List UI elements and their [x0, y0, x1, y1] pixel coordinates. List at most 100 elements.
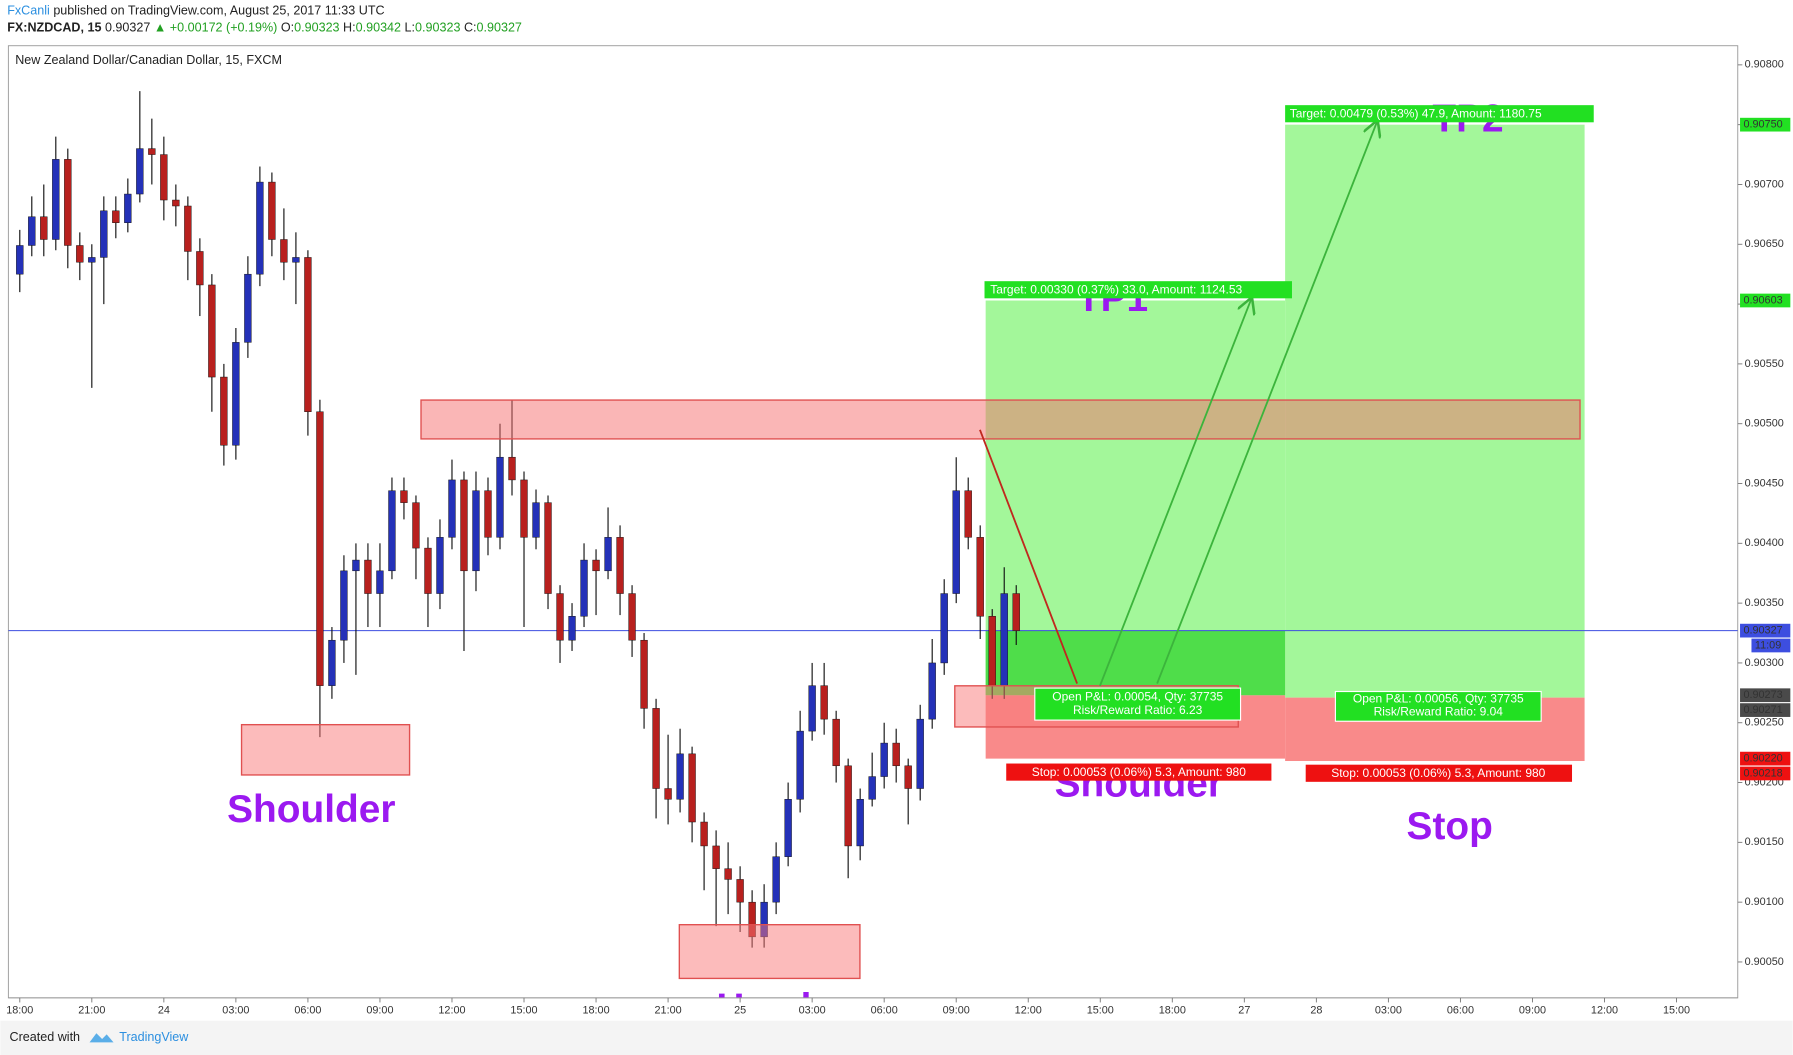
candle-body — [568, 616, 576, 641]
y-tick-label: 0.90450 — [1745, 477, 1784, 489]
candle-body — [1012, 593, 1020, 631]
candle-body — [328, 639, 336, 686]
candle-body — [688, 753, 696, 823]
tp2-arrow — [1156, 120, 1378, 684]
candle-body — [244, 273, 252, 343]
target-box — [1285, 105, 1594, 123]
candle-body — [208, 284, 216, 378]
y-tick-label: 0.90650 — [1745, 238, 1784, 250]
x-tick-label: 15:00 — [1087, 1004, 1114, 1016]
price-label-box — [1740, 293, 1791, 308]
candle-body — [364, 559, 372, 594]
author[interactable]: FxCanli — [7, 4, 50, 18]
candle-body — [880, 742, 888, 777]
candle-body — [856, 799, 864, 847]
x-tick-label: 27 — [1238, 1004, 1250, 1016]
candle-body — [556, 593, 564, 641]
candle-body — [436, 537, 444, 594]
ohlc-close-key: C: — [464, 21, 477, 35]
candle-body — [652, 708, 660, 789]
candle-body — [100, 210, 108, 258]
footer-brand[interactable]: TradingView — [119, 1030, 189, 1044]
x-tick-label: 24 — [158, 1004, 170, 1016]
price-label-box — [1740, 117, 1791, 132]
symbol: FX:NZDCAD, 15 — [7, 21, 101, 35]
x-tick-label: 09:00 — [1519, 1004, 1546, 1016]
candle-body — [796, 730, 804, 800]
candle-body — [352, 559, 360, 572]
candle-body — [340, 570, 348, 641]
x-tick-label: 03:00 — [1375, 1004, 1402, 1016]
candle-body — [424, 547, 432, 594]
candle-body — [232, 342, 240, 446]
x-tick-label: 15:00 — [1663, 1004, 1690, 1016]
candle-body — [928, 662, 936, 720]
stop-box — [1305, 764, 1573, 782]
candle-body — [496, 456, 504, 538]
candle-body — [472, 490, 480, 572]
candle-body — [772, 856, 780, 903]
candle-body — [532, 502, 540, 538]
price-label-box — [1740, 703, 1791, 717]
footer-created: Created with — [10, 1030, 81, 1044]
candle-body — [184, 205, 192, 252]
stop-box — [1006, 763, 1272, 781]
candle-body — [268, 181, 276, 240]
ohlc-high: 0.90342 — [356, 21, 401, 35]
pnl-box — [1034, 687, 1242, 721]
candle-body — [40, 216, 48, 240]
x-tick-label: 06:00 — [1447, 1004, 1474, 1016]
published: published on TradingView.com, August 25,… — [53, 4, 384, 18]
candle-body — [988, 616, 996, 686]
y-tick-label: 0.90350 — [1745, 597, 1784, 609]
stop-label: Stop: 0.00053 (0.06%) 5.3, Amount: 980 — [1331, 766, 1545, 780]
y-tick-label: 0.90800 — [1745, 59, 1784, 71]
x-tick-label: 28 — [1310, 1004, 1322, 1016]
price-label: 0.90327 — [1743, 624, 1782, 636]
y-tick-label: 0.90300 — [1745, 657, 1784, 669]
x-tick-label: 12:00 — [1015, 1004, 1042, 1016]
ratio-label: Risk/Reward Ratio: 6.23 — [1073, 703, 1203, 717]
tp1-arrow — [1099, 297, 1252, 687]
head-box — [678, 924, 861, 980]
x-tick-label: 21:00 — [78, 1004, 105, 1016]
candle-body — [64, 159, 72, 246]
resistance-box — [420, 399, 1581, 440]
y-tick-label: 0.90550 — [1745, 358, 1784, 370]
x-tick-label: 09:00 — [366, 1004, 393, 1016]
stop-label: Stop: 0.00053 (0.06%) 5.3, Amount: 980 — [1032, 765, 1246, 779]
last-price: 0.90327 — [105, 21, 150, 35]
candle-body — [508, 456, 516, 481]
candle-body — [940, 593, 948, 664]
candle-body — [196, 251, 204, 286]
candle-body — [136, 148, 144, 195]
candle-body — [820, 685, 828, 720]
candle-body — [964, 490, 972, 538]
price-label: 0.90220 — [1743, 752, 1782, 764]
target-label: Target: 0.00479 (0.53%) 47.9, Amount: 11… — [1290, 106, 1542, 120]
y-tick-label: 0.90150 — [1745, 836, 1784, 848]
target-label: Target: 0.00330 (0.37%) 33.0, Amount: 11… — [990, 282, 1242, 296]
pnl-label: Open P&L: 0.00056, Qty: 37735 — [1353, 692, 1524, 706]
x-tick-label: 15:00 — [510, 1004, 537, 1016]
x-tick-label: 12:00 — [1591, 1004, 1618, 1016]
candle-body — [544, 502, 552, 594]
pnl-label: Open P&L: 0.00054, Qty: 37735 — [1052, 689, 1223, 703]
candle-body — [520, 479, 528, 538]
x-tick-label: 18:00 — [6, 1004, 33, 1016]
candle-body — [304, 257, 312, 412]
price-label: 0.90603 — [1743, 294, 1782, 306]
open-pnl-zone — [985, 630, 1286, 696]
candle-body — [160, 154, 168, 201]
annotation: Head — [716, 987, 811, 1030]
candle-body — [460, 479, 468, 572]
ohlc-open: 0.90323 — [294, 21, 339, 35]
x-tick-label: 25 — [734, 1004, 746, 1016]
candle-body — [676, 753, 684, 800]
candle-body — [580, 559, 588, 617]
candle-body — [784, 799, 792, 857]
ohlc-low: 0.90323 — [415, 21, 460, 35]
candle-body — [976, 537, 984, 617]
